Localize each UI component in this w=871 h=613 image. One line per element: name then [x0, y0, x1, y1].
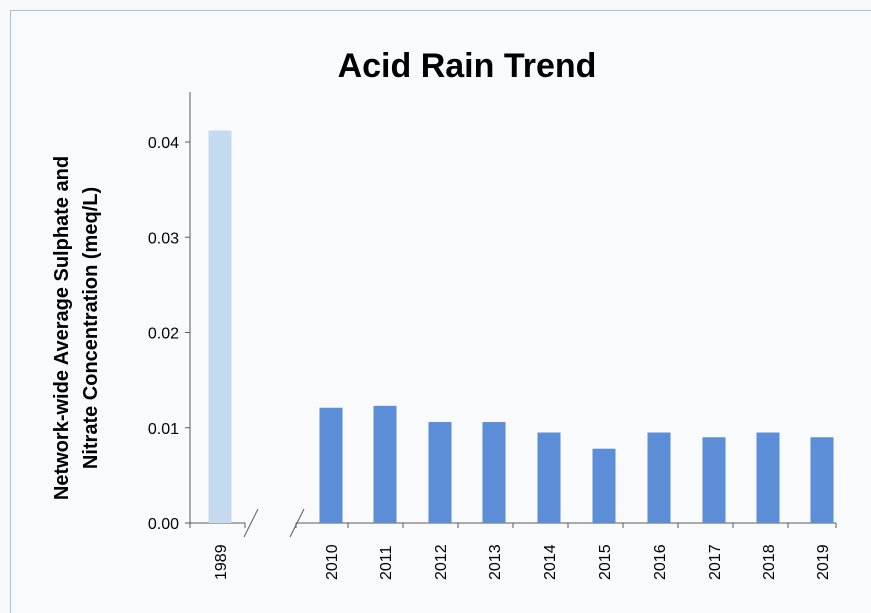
y-tick-label: 0.00: [148, 516, 179, 533]
x-tick-label-2018: 2018: [761, 544, 778, 580]
bar-2011: [373, 405, 397, 523]
bar-2019: [810, 437, 834, 523]
y-tick-label: 0.03: [148, 230, 179, 247]
bar-2010: [319, 407, 343, 523]
x-tick-label-2010: 2010: [324, 544, 341, 580]
x-tick-label-2011: 2011: [378, 545, 395, 580]
bar-2018: [756, 432, 780, 523]
bar-2017: [702, 437, 726, 523]
bar-2016: [647, 432, 671, 523]
x-tick-label-2014: 2014: [542, 544, 559, 580]
y-tick-label: 0.02: [148, 326, 179, 343]
x-tick-label-2017: 2017: [707, 544, 724, 580]
tick-labels: 0.00 0.01 0.02 0.03 0.04 1989 2010 2011 2012 2013…: [148, 135, 832, 580]
y-tick-label: 0.04: [148, 135, 179, 152]
x-tick-label-1989: 1989: [213, 544, 230, 580]
y-axis-label-line-2: Nitrate Concentration (meq/L): [80, 187, 102, 469]
bar-2012: [428, 422, 452, 523]
bar-2014: [537, 432, 561, 523]
axis-break-mark-left: [243, 508, 259, 538]
y-axis-label-line-1: Network-wide Average Sulphate and: [51, 156, 73, 500]
x-tick-label-2019: 2019: [815, 544, 832, 580]
x-tick-label-2013: 2013: [487, 544, 504, 580]
y-axis-label: Network-wide Average Sulphate and Nitrat…: [51, 156, 102, 500]
bar-1989: [208, 130, 232, 523]
chart-title: Acid Rain Trend: [338, 47, 597, 85]
axis-break-mark-right: [289, 508, 305, 538]
bar-2015: [592, 448, 616, 523]
bar-2013: [482, 422, 506, 523]
x-tick-label-2012: 2012: [433, 544, 450, 580]
x-tick-label-2016: 2016: [652, 544, 669, 580]
x-tick-label-2015: 2015: [597, 544, 614, 580]
bars: [208, 130, 834, 523]
y-tick-label: 0.01: [148, 421, 179, 438]
axes: [185, 92, 837, 538]
